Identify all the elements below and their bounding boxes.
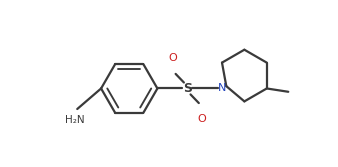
Text: S: S (183, 82, 192, 95)
Text: N: N (218, 84, 226, 94)
Text: O: O (198, 114, 207, 124)
Text: H₂N: H₂N (65, 115, 84, 125)
Text: O: O (168, 53, 177, 63)
